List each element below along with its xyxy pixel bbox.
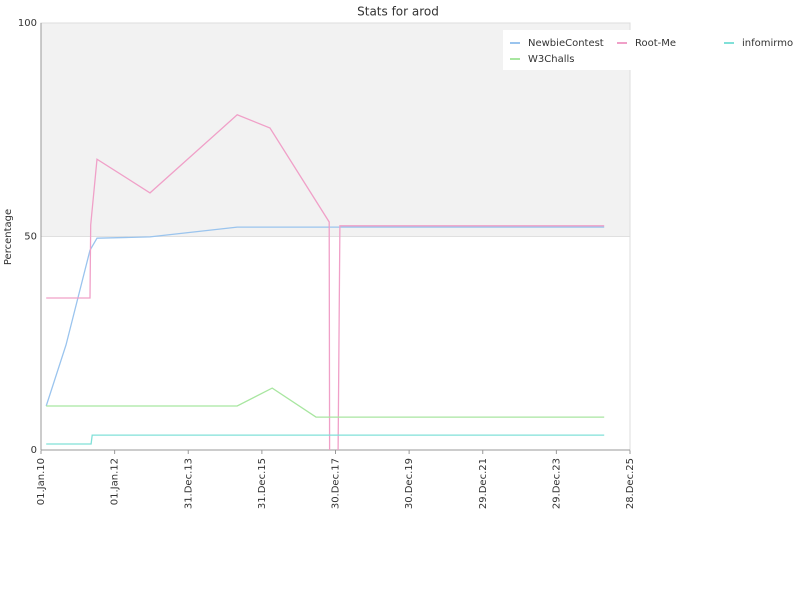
series-line xyxy=(46,387,605,418)
legend-label: Root-Me xyxy=(635,38,676,49)
y-tick-label: 100 xyxy=(18,18,37,29)
series-line xyxy=(45,226,605,407)
x-tick-label: 30.Dec.19 xyxy=(404,458,415,509)
series-line xyxy=(46,434,605,445)
x-tick-label: 28.Dec.25 xyxy=(625,458,636,509)
legend: NewbieContest Root-Me infomirmo W3Challs xyxy=(503,30,793,70)
legend-label: W3Challs xyxy=(528,54,574,65)
x-tick-label: 01.Jan.10 xyxy=(36,458,47,505)
chart-title: Stats for arod xyxy=(357,5,439,19)
x-tick-label: 29.Dec.23 xyxy=(551,458,562,509)
x-tick-label: 31.Dec.13 xyxy=(183,458,194,509)
plot-band xyxy=(41,236,630,450)
x-tick-label: 29.Dec.21 xyxy=(478,458,489,509)
x-tick-label: 01.Jan.12 xyxy=(110,458,121,505)
series-line xyxy=(46,114,605,451)
x-tick-label: 31.Dec.15 xyxy=(257,458,268,509)
y-axis-label: Percentage xyxy=(3,209,14,265)
legend-label: infomirmo xyxy=(742,38,793,49)
y-tick-label: 50 xyxy=(24,232,37,243)
legend-label: NewbieContest xyxy=(528,38,604,49)
legend-box xyxy=(503,30,793,70)
x-tick-label: 30.Dec.17 xyxy=(331,458,342,509)
y-tick-label: 0 xyxy=(31,445,37,456)
